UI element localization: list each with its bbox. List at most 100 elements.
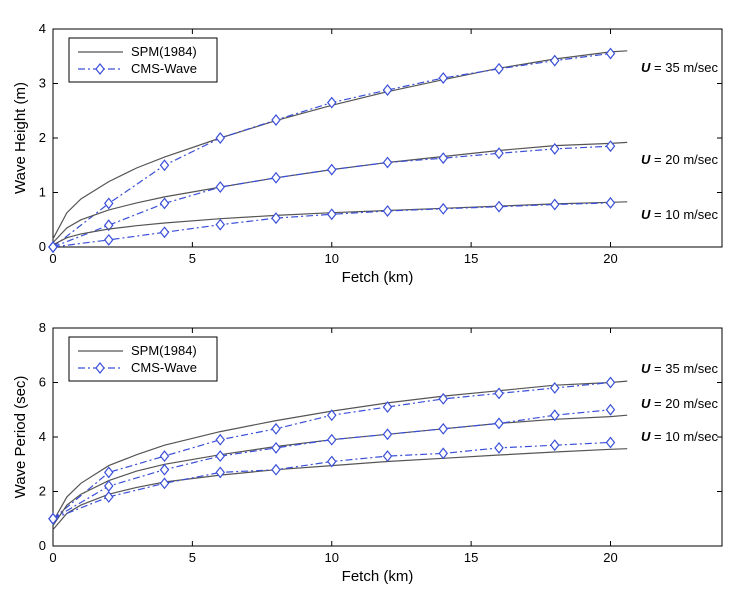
x-tick-label: 0 bbox=[49, 251, 56, 266]
series-annotation: U = 35 m/sec bbox=[641, 60, 718, 75]
annotation-symbol: U bbox=[641, 152, 651, 167]
x-tick-label: 20 bbox=[603, 251, 617, 266]
diamond-marker bbox=[549, 409, 560, 422]
annotation-symbol: U bbox=[641, 207, 651, 222]
diamond-marker bbox=[215, 450, 226, 463]
diamond-marker bbox=[605, 47, 616, 60]
diamond-marker bbox=[605, 140, 616, 153]
diamond-marker bbox=[549, 54, 560, 67]
series-line-spm-0 bbox=[52, 380, 628, 522]
y-tick-label: 0 bbox=[39, 239, 46, 254]
y-tick-label: 2 bbox=[39, 130, 46, 145]
series-line-cms-3 bbox=[52, 145, 611, 248]
diamond-marker bbox=[438, 152, 449, 165]
series-line-spm-2 bbox=[52, 414, 628, 526]
diamond-marker bbox=[159, 159, 170, 172]
y-tick-label: 6 bbox=[39, 375, 46, 390]
diamond-marker bbox=[215, 433, 226, 446]
series-line-spm-4 bbox=[52, 201, 628, 246]
y-tick-label: 2 bbox=[39, 484, 46, 499]
y-axis-label: Wave Height (m) bbox=[12, 82, 29, 194]
diamond-marker bbox=[382, 401, 393, 413]
diamond-marker bbox=[438, 422, 449, 435]
annotation-symbol: U bbox=[641, 60, 651, 75]
diamond-marker bbox=[271, 114, 281, 126]
diamond-marker bbox=[382, 205, 393, 217]
diamond-marker bbox=[103, 219, 114, 232]
chart-panel-1: 0 5 10 15 20 0 1 2 3 4 Fetch (km) Wave Height (m) U … bbox=[12, 21, 723, 286]
diamond-marker bbox=[438, 72, 449, 85]
diamond-marker bbox=[549, 142, 560, 155]
series-annotation: U = 10 m/sec bbox=[641, 207, 718, 222]
diamond-marker bbox=[271, 171, 281, 184]
diamond-marker bbox=[382, 84, 393, 97]
diamond-marker bbox=[215, 132, 226, 144]
annotation-symbol: U bbox=[641, 429, 651, 444]
diamond-marker bbox=[438, 392, 449, 405]
diamond-marker bbox=[159, 226, 170, 239]
y-tick-label: 1 bbox=[39, 185, 46, 200]
legend-diamond-marker bbox=[95, 63, 105, 75]
y-tick-label: 4 bbox=[39, 429, 46, 444]
annotation-text: = 35 m/sec bbox=[650, 60, 718, 75]
x-axis-label: Fetch (km) bbox=[342, 568, 414, 585]
series-annotation: U = 20 m/sec bbox=[641, 152, 718, 167]
diamond-marker bbox=[494, 62, 504, 75]
diamond-marker bbox=[103, 197, 114, 210]
diamond-marker bbox=[271, 463, 281, 476]
annotation-symbol: U bbox=[641, 396, 651, 411]
legend-label-spm: SPM(1984) bbox=[131, 343, 197, 358]
y-tick-label: 0 bbox=[39, 538, 46, 553]
y-axis-label: Wave Period (sec) bbox=[12, 376, 29, 499]
legend-box bbox=[68, 37, 218, 83]
y-tick-label: 3 bbox=[39, 76, 46, 91]
x-axis-label: Fetch (km) bbox=[342, 269, 414, 286]
series-annotation: U = 20 m/sec bbox=[641, 396, 718, 411]
annotation-text: = 35 m/sec bbox=[650, 361, 718, 376]
legend-label-cms: CMS-Wave bbox=[131, 360, 197, 375]
diamond-marker bbox=[494, 200, 504, 213]
x-tick-label: 15 bbox=[464, 251, 478, 266]
annotation-symbol: U bbox=[641, 361, 651, 376]
diamond-marker bbox=[438, 202, 449, 215]
diamond-marker bbox=[494, 417, 504, 430]
series-annotation: U = 35 m/sec bbox=[641, 361, 718, 376]
diamond-marker bbox=[605, 436, 616, 449]
diamond-marker bbox=[215, 218, 226, 231]
diamond-marker bbox=[103, 233, 114, 246]
diamond-marker bbox=[48, 241, 58, 253]
annotation-text: = 10 m/sec bbox=[650, 429, 718, 444]
diamond-marker bbox=[326, 163, 337, 176]
y-tick-label: 4 bbox=[39, 21, 46, 36]
diamond-marker bbox=[605, 376, 616, 389]
diamond-marker bbox=[382, 450, 393, 463]
x-tick-label: 5 bbox=[189, 251, 196, 266]
diamond-marker bbox=[549, 381, 560, 394]
diamond-marker bbox=[549, 198, 560, 211]
x-tick-label: 10 bbox=[325, 251, 339, 266]
x-tick-label: 5 bbox=[189, 550, 196, 565]
y-tick-label: 8 bbox=[39, 320, 46, 335]
diamond-marker bbox=[103, 466, 114, 479]
series-annotation: U = 10 m/sec bbox=[641, 429, 718, 444]
diamond-marker bbox=[271, 212, 281, 225]
series-line-spm-2 bbox=[52, 141, 628, 244]
diamond-marker bbox=[382, 156, 393, 169]
annotation-text: = 20 m/sec bbox=[650, 396, 718, 411]
x-tick-label: 15 bbox=[464, 550, 478, 565]
diamond-marker bbox=[326, 409, 337, 422]
legend-box bbox=[68, 336, 218, 382]
legend-label-cms: CMS-Wave bbox=[131, 61, 197, 76]
diamond-marker bbox=[159, 477, 170, 490]
diamond-marker bbox=[271, 441, 281, 454]
diamond-marker bbox=[103, 490, 114, 503]
diamond-marker bbox=[159, 463, 170, 476]
annotation-text: = 10 m/sec bbox=[650, 207, 718, 222]
chart-panel-2: 0 5 10 15 20 0 2 4 6 8 Fetch (km) Wave Period (sec)… bbox=[12, 320, 723, 585]
diamond-marker bbox=[159, 450, 170, 463]
x-tick-label: 20 bbox=[603, 550, 617, 565]
diamond-marker bbox=[494, 441, 504, 454]
diamond-marker bbox=[48, 512, 58, 525]
diamond-marker bbox=[605, 196, 616, 209]
